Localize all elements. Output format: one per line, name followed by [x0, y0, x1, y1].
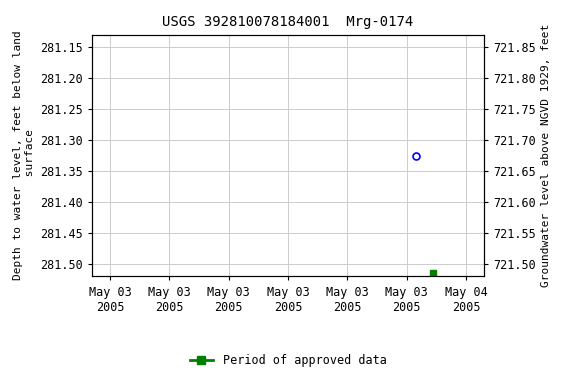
Title: USGS 392810078184001  Mrg-0174: USGS 392810078184001 Mrg-0174	[162, 15, 414, 29]
Legend: Period of approved data: Period of approved data	[185, 350, 391, 372]
Y-axis label: Groundwater level above NGVD 1929, feet: Groundwater level above NGVD 1929, feet	[541, 24, 551, 287]
Y-axis label: Depth to water level, feet below land
 surface: Depth to water level, feet below land su…	[13, 31, 35, 280]
